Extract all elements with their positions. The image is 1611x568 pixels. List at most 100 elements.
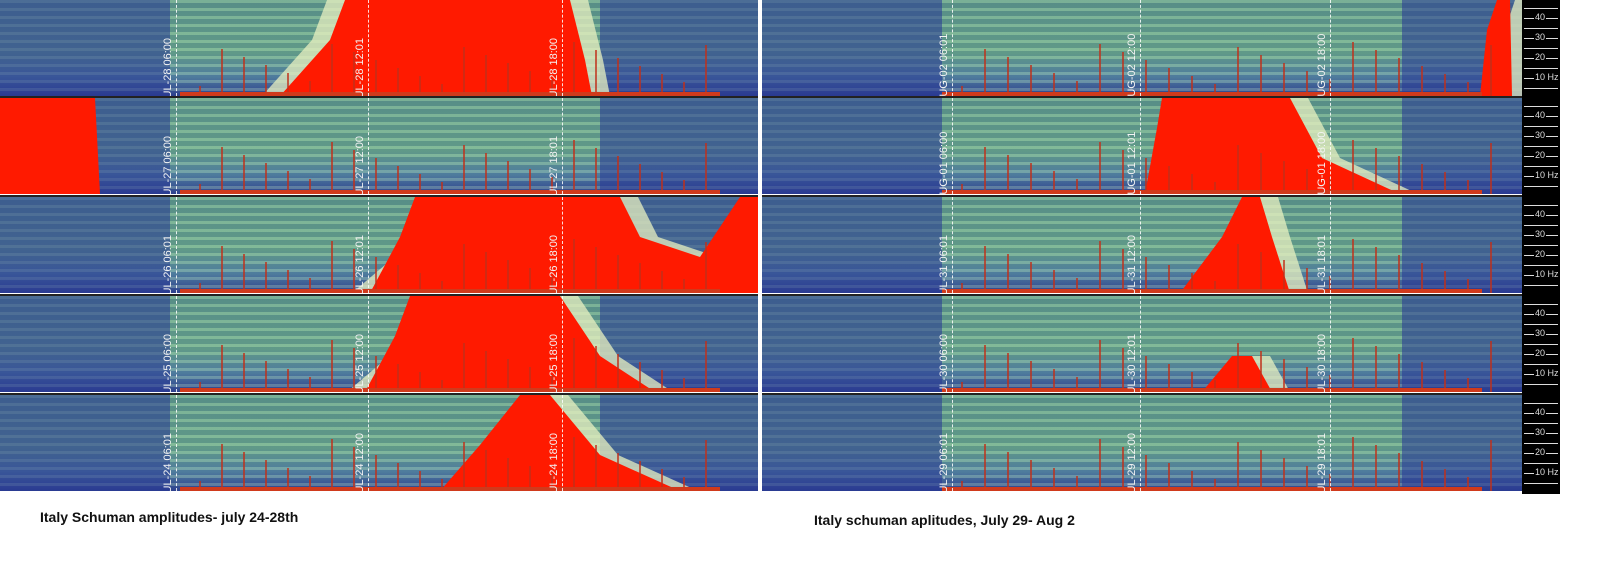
time-marker-label: JUL-28 12:01 — [354, 37, 366, 96]
night-shading — [0, 395, 170, 491]
time-marker-line — [1140, 197, 1141, 293]
time-marker-line — [368, 98, 369, 194]
spectrogram-panel: JUL-25 06:00 JUL-25 12:00 JUL-25 18:00 — [0, 296, 758, 392]
high-amplitude-region — [370, 197, 758, 293]
time-marker-line — [368, 0, 369, 96]
caption-left: Italy Schuman amplitudes- july 24-28th — [40, 509, 299, 525]
spectrogram-panel: AUG-01 06:00 AUG-01 12:01 AUG-01 18:00 — [762, 98, 1522, 194]
time-marker-label: AUG-02 12:00 — [1126, 33, 1138, 96]
time-marker-line — [1330, 395, 1331, 491]
axis-tick — [1524, 403, 1558, 404]
baseline-signal — [942, 487, 1482, 491]
baseline-signal — [180, 388, 720, 392]
signal-overlay — [180, 0, 720, 96]
axis-tick — [1524, 68, 1558, 69]
axis-label: 10 Hz — [1534, 170, 1560, 180]
axis-panel: 40 30 20 10 Hz — [1522, 296, 1560, 393]
axis-label: 30 — [1534, 229, 1547, 239]
time-marker-line — [1140, 395, 1141, 491]
spectrogram-panel: JUL-28 06:00 JUL-28 12:01 JUL-28 18:00 — [0, 0, 758, 96]
axis-panel: 40 30 20 10 Hz — [1522, 197, 1560, 294]
time-marker-label: JUL-30 12:01 — [1126, 333, 1138, 392]
axis-label: 10 Hz — [1534, 72, 1560, 82]
baseline-signal — [942, 388, 1482, 392]
caption-right: Italy schuman aplitudes, July 29- Aug 2 — [814, 512, 1075, 528]
signal-overlay — [180, 395, 720, 491]
time-marker-label: JUL-24 12:00 — [354, 432, 366, 491]
time-marker-label: JUL-24 06:01 — [162, 432, 174, 491]
axis-tick — [1524, 324, 1558, 325]
axis-label: 20 — [1534, 52, 1547, 62]
axis-tick — [1524, 384, 1558, 385]
time-marker-line — [562, 0, 563, 96]
signal-overlay — [180, 197, 758, 293]
axis-label: 10 Hz — [1534, 467, 1560, 477]
axis-label: 40 — [1534, 12, 1547, 22]
high-amplitude-region — [1480, 0, 1512, 96]
axis-tick — [1524, 186, 1558, 187]
baseline-signal — [180, 92, 720, 96]
spectrogram-panel: JUL-31 06:01 JUL-31 12:00 JUL-31 18:01 — [762, 197, 1522, 293]
night-shading — [600, 98, 758, 194]
panel-separator — [0, 294, 758, 296]
time-marker-label: AUG-01 18:00 — [1316, 131, 1328, 194]
time-marker-label: JUL-28 06:00 — [162, 37, 174, 96]
spectrogram-panel: AUG-02 06:01 AUG-02 12:00 AUG-02 18:00 — [762, 0, 1522, 96]
time-marker-label: JUL-31 12:00 — [1126, 234, 1138, 293]
time-marker-line — [176, 197, 177, 293]
time-marker-line — [1140, 98, 1141, 194]
spectrogram-panel: JUL-26 06:01 JUL-26 12:01 JUL-26 18:00 — [0, 197, 758, 293]
signal-overlay — [942, 437, 1492, 491]
time-marker-line — [1330, 0, 1331, 96]
time-marker-label: AUG-01 06:00 — [938, 131, 950, 194]
axis-tick — [1524, 205, 1558, 206]
axis-tick — [1524, 48, 1558, 49]
time-marker-label: JUL-29 12:00 — [1126, 432, 1138, 491]
time-marker-line — [952, 98, 953, 194]
night-shading — [762, 197, 942, 293]
axis-tick — [1524, 483, 1558, 484]
time-marker-label: JUL-25 18:00 — [548, 333, 560, 392]
time-marker-line — [562, 98, 563, 194]
time-marker-label: JUL-30 18:00 — [1316, 333, 1328, 392]
time-marker-line — [368, 395, 369, 491]
axis-tick — [1524, 8, 1558, 9]
axis-label: 20 — [1534, 249, 1547, 259]
time-marker-line — [952, 395, 953, 491]
high-amplitude-region — [440, 395, 680, 491]
signal-overlay — [180, 296, 720, 392]
axis-tick — [1524, 265, 1558, 266]
axis-label: 40 — [1534, 110, 1547, 120]
time-marker-label: AUG-02 06:01 — [938, 33, 950, 96]
time-marker-label: JUL-27 18:01 — [548, 135, 560, 194]
frequency-axis: 40 30 20 10 Hz 40 30 20 10 Hz 40 30 20 10 Hz 40 30 20 1… — [1522, 0, 1560, 494]
night-shading — [762, 98, 942, 194]
time-marker-line — [368, 197, 369, 293]
night-shading — [762, 296, 942, 392]
axis-tick — [1524, 28, 1558, 29]
night-shading — [0, 197, 170, 293]
time-marker-line — [952, 296, 953, 392]
axis-tick — [1524, 344, 1558, 345]
axis-tick — [1524, 146, 1558, 147]
axis-label: 30 — [1534, 32, 1547, 42]
spectrogram-panel: JUL-24 06:01 JUL-24 12:00 JUL-24 18:00 — [0, 395, 758, 491]
axis-label: 30 — [1534, 328, 1547, 338]
time-marker-label: JUL-31 18:01 — [1316, 234, 1328, 293]
axis-label: 40 — [1534, 308, 1547, 318]
axis-panel: 40 30 20 10 Hz — [1522, 98, 1560, 195]
high-amplitude-region — [1180, 197, 1290, 293]
axis-tick — [1524, 285, 1558, 286]
time-marker-line — [1330, 197, 1331, 293]
time-marker-line — [562, 395, 563, 491]
axis-tick — [1524, 443, 1558, 444]
axis-tick — [1524, 364, 1558, 365]
baseline-signal — [942, 92, 1482, 96]
time-marker-label: JUL-26 12:01 — [354, 234, 366, 293]
time-marker-label: JUL-30 06:00 — [938, 333, 950, 392]
spectrogram-panel: JUL-27 06:00 JUL-27 12:00 JUL-27 18:01 — [0, 98, 758, 194]
high-amplitude-region — [1202, 356, 1272, 392]
axis-tick — [1524, 225, 1558, 226]
time-marker-label: JUL-28 18:00 — [548, 37, 560, 96]
time-marker-line — [952, 197, 953, 293]
